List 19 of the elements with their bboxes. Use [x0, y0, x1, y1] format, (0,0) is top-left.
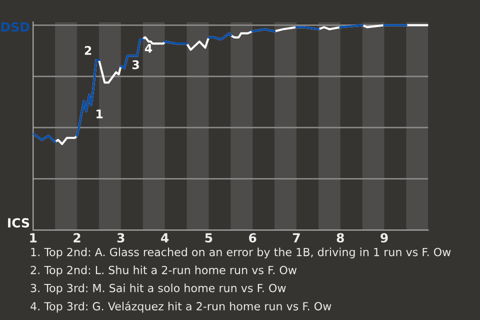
x-tick-label: 1 [30, 233, 37, 242]
x-tick-label: 7 [292, 233, 300, 242]
x-tick-label: 9 [380, 233, 388, 243]
x-tick-label: 5 [205, 233, 212, 243]
annotation: 2 [84, 46, 92, 55]
annotation: 3 [132, 60, 139, 70]
annotation: 4 [144, 44, 152, 53]
x-tick-label: 4 [161, 233, 169, 242]
text: 4. Top 3rd: G. Velázquez hit a 2-run home run vs F. Ow [30, 301, 332, 313]
text: ICS [8, 218, 30, 228]
x-tick-label: 6 [249, 233, 256, 243]
text: 3. Top 3rd: M. Sai hit a solo home run vs F. Ow [30, 284, 286, 294]
x-tick-label: 2 [74, 233, 80, 242]
text: 2. Top 2nd: L. Shu hit a 2-run home run vs F. Ow [30, 266, 297, 276]
text: 1. Top 2nd: A. Glass reached on an error by the 1B, driving in 1 run vs F. Ow [31, 248, 451, 258]
text: DSD [1, 22, 30, 32]
annotation: 1 [96, 110, 103, 118]
x-tick-label: 8 [336, 233, 344, 243]
x-tick-label: 3 [117, 233, 124, 243]
